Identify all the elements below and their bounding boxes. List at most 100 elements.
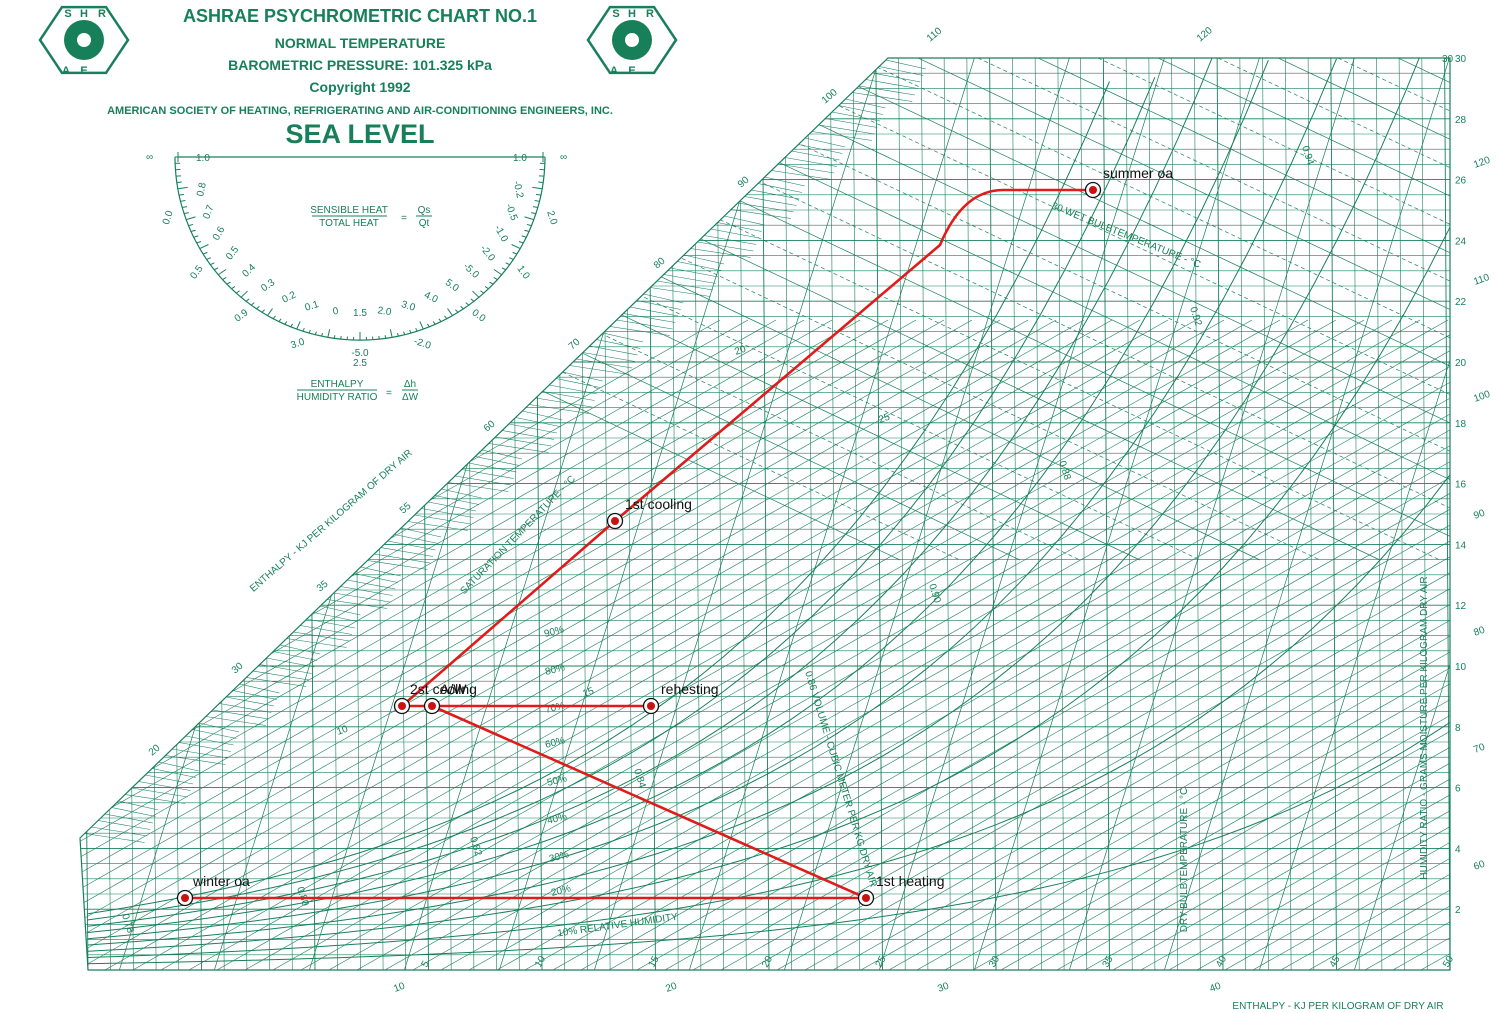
sensible-den: TOTAL HEAT [319,218,379,229]
prot-inf-left: ∞ [146,152,153,163]
enthalpy-line [1059,319,1450,970]
dry-bulb-line [1284,58,1292,970]
volume-tick: 0.94 [1299,145,1316,167]
prot-tick [190,229,196,232]
dry-bulb-line [283,58,293,970]
enthalpy-left-tick: 80 [652,255,668,271]
enthalpy-line [947,319,1450,970]
enthalpy-right-tick: 100 [1472,389,1492,405]
prot-tick [231,286,236,290]
enthalpy-right-tick: 90 [1472,508,1487,522]
saturation-hatch [468,462,517,473]
prot-top-right: 1.0 [513,153,527,164]
enthalpy-left-tick: 70 [567,336,583,352]
humidity-tick: 8 [1455,723,1461,734]
prot-label: -1.0 [492,223,510,244]
enthalpy-line [387,319,1450,970]
wet-bulb-tick: 10 [335,724,350,738]
prot-outer-label: -5.0 [351,348,369,359]
enthalpy-line [135,319,1337,970]
protractor: ∞ ∞ 1.0 1.0 0.80.70.60.50.40.30.20.1 0 1.5… [146,152,567,403]
prot-tick [472,290,480,298]
enthalpy-line [835,319,1450,970]
saturation-hatch [327,599,388,609]
prot-label: 0.6 [211,225,228,243]
dry-bulb-tick: 5 [420,959,433,970]
enthalpy-line [1087,319,1450,970]
saturation-hatch [670,267,719,278]
wet-bulb-line [519,58,1450,561]
humidity-tick: 20 [1455,358,1467,369]
wet-bulb-line [1059,58,1450,561]
prot-tick [501,267,507,271]
saturation-hatch [232,690,277,700]
dry-bulb-line [1011,58,1020,970]
enthalpy-line [555,319,1450,970]
dry-bulb-line [1034,58,1042,970]
dry-bulb-line [1330,58,1337,970]
rh-label: 70% [544,700,566,716]
saturation-hatch [300,625,353,635]
prot-tick [182,206,188,208]
prot-outer-label: 0.9 [233,307,251,324]
enthalpy-line [80,319,973,970]
enthalpy-line [415,319,1450,970]
saturation-hatch [630,306,679,317]
saturation-hatch [461,469,514,479]
point-label: A/W [440,681,467,697]
prot-outer-label: 3.0 [289,336,306,351]
copyright-label: Copyright 1992 [309,79,410,95]
society-label: AMERICAN SOCIETY OF HEATING, REFRIGERATI… [107,105,613,117]
saturation-hatch [246,677,307,687]
saturation-hatch [401,527,442,538]
saturation-hatch [306,618,355,629]
prot-label: 0.8 [195,181,209,197]
enthalpy-line [1003,319,1450,970]
prot-label: 1.5 [353,308,367,319]
saturation-hatch [508,423,557,434]
saturation-hatch [178,742,231,752]
dry-bulb-line [1375,58,1383,970]
point-label: 1st heating [876,873,945,889]
saturation-hatch [488,443,549,453]
enthalpy-line [107,319,1309,970]
enthalpy-bottom-label: ENTHALPY - KJ PER KILOGRAM OF DRY AIR [1232,1001,1443,1012]
prot-tick [245,298,250,302]
point-dot [862,894,870,902]
enthalpy-line [359,319,1450,970]
prot-outer-label: 0.0 [161,209,176,226]
prot-tick [206,257,211,260]
rh-curve [87,721,1450,965]
saturation-hatch [677,261,722,271]
enthalpy-line [1031,319,1450,970]
volume-line [109,58,411,970]
wet-bulb-line [879,58,1450,561]
saturation-hatch [576,358,633,369]
enthalpy-right-tick: 60 [1472,859,1487,873]
saturation-hatch [515,417,560,427]
saturation-hatch [138,781,191,791]
saturation-hatch [481,449,522,460]
saturation-hatch [562,371,603,382]
prot-bottom: 2.5 [353,358,367,369]
saturation-hatch [394,534,439,544]
enthalpy-left-tick: 60 [482,418,498,434]
point-label: 2st cooling [410,681,477,697]
volume-tick: 0.78 [119,913,136,935]
volume-line [869,58,1171,970]
prot-tick [521,235,527,238]
dry-bulb-line [1421,58,1428,970]
wet-bulb-line [1119,58,1450,561]
saturation-hatch [710,228,759,239]
dry-bulb-line [761,58,770,970]
rh-curve [87,226,1450,952]
saturation-hatch [549,384,598,395]
wet-bulb-tick: 20 [733,344,748,358]
prot-tick [213,267,219,271]
enthalpy-line [80,319,1169,970]
saturation-hatch [744,196,797,206]
point-summer-oa: summer oa [1084,165,1173,199]
dry-bulb-line [693,58,702,970]
prot-tick [250,302,255,306]
